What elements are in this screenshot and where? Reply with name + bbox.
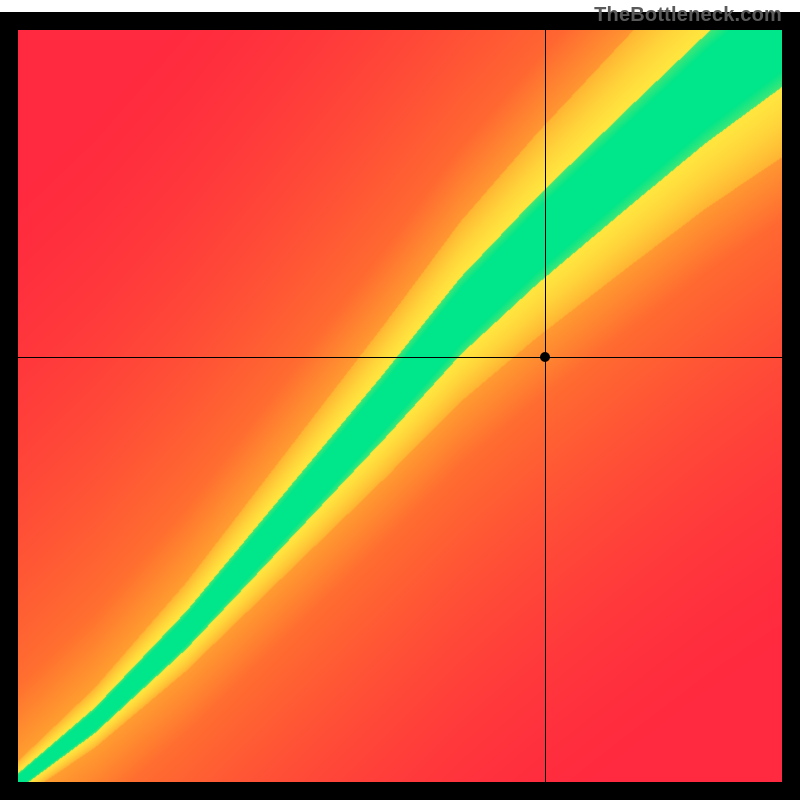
chart-container: TheBottleneck.com bbox=[0, 0, 800, 800]
frame-bottom bbox=[0, 782, 800, 800]
frame-left bbox=[0, 12, 18, 800]
watermark-text: TheBottleneck.com bbox=[594, 4, 782, 27]
crosshair-horizontal bbox=[18, 357, 782, 358]
crosshair-marker bbox=[540, 352, 550, 362]
crosshair-vertical bbox=[545, 30, 546, 782]
bottleneck-heatmap bbox=[18, 30, 782, 782]
frame-right bbox=[782, 12, 800, 800]
